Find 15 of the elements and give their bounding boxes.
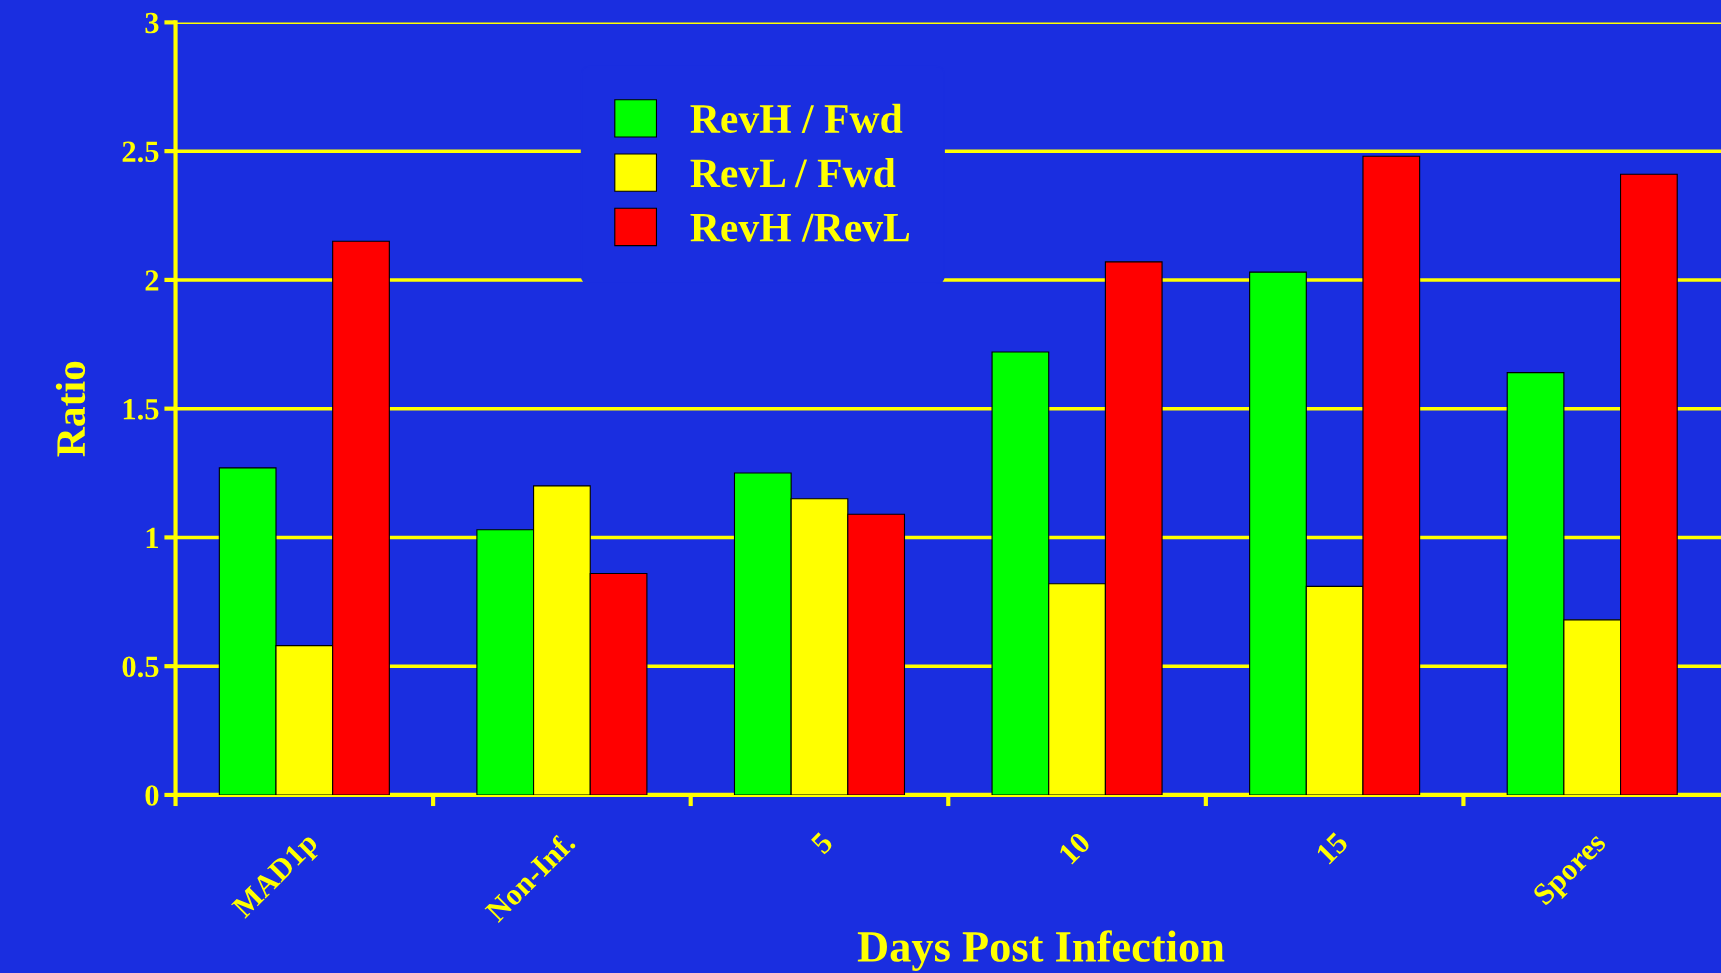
legend-label: RevH / Fwd	[690, 103, 903, 134]
x-tick-label: 15	[1315, 831, 1350, 865]
y-tick-label: 0	[145, 785, 159, 806]
y-axis-title: Ratio	[55, 361, 86, 457]
x-tick-label: 5	[810, 831, 834, 855]
x-axis-title: Days Post Infection	[857, 930, 1225, 972]
legend-label: RevL / Fwd	[690, 158, 896, 188]
legend-label: RevH /RevL	[690, 213, 910, 242]
y-tick-label: 2	[145, 270, 159, 291]
y-tick-label: 0.5	[122, 656, 159, 678]
y-tick-label: 3	[145, 12, 159, 34]
x-tick-label: 10	[1057, 831, 1092, 865]
y-tick-label: 1	[146, 527, 158, 549]
y-tick-label: 1.5	[123, 399, 159, 420]
y-tick-label: 2.5	[122, 141, 159, 163]
